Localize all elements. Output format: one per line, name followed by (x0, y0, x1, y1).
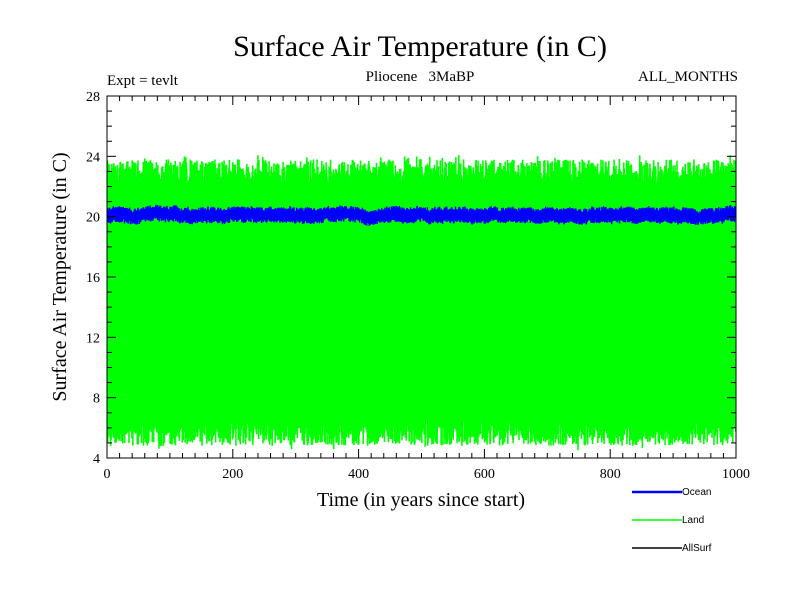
y-tick-label: 4 (93, 452, 100, 467)
legend-label-land: Land (682, 515, 704, 526)
y-tick-label: 24 (86, 150, 100, 165)
y-tick-label: 20 (86, 211, 100, 226)
x-tick-label: 800 (600, 467, 621, 482)
y-tick-label: 12 (86, 331, 100, 346)
legend-label-allsurf: AllSurf (682, 543, 712, 554)
x-tick-label: 1000 (722, 467, 750, 482)
x-tick-label: 400 (348, 467, 369, 482)
y-tick-label: 28 (86, 90, 100, 105)
legend: Ocean Land AllSurf (632, 487, 712, 554)
x-tick-label: 0 (104, 467, 111, 482)
period-label: Pliocene 3MaBP (366, 69, 475, 85)
legend-label-ocean: Ocean (682, 487, 711, 498)
series-layer (107, 155, 736, 451)
x-axis-label: Time (in years since start) (317, 489, 525, 511)
y-tick-label: 16 (86, 271, 100, 286)
x-tick-label: 200 (222, 467, 243, 482)
series-ocean-line (107, 204, 736, 226)
y-tick-label: 8 (93, 392, 100, 407)
y-axis-label: Surface Air Temperature (in C) (49, 152, 71, 401)
months-label: ALL_MONTHS (638, 69, 738, 85)
series-land-line (107, 155, 736, 451)
ticks-layer: 0 200 400 600 800 1000 4 8 12 16 20 24 28 (86, 90, 750, 482)
x-tick-label: 600 (474, 467, 495, 482)
chart-title: Surface Air Temperature (in C) (233, 30, 607, 63)
experiment-label: Expt = tevlt (107, 73, 179, 89)
